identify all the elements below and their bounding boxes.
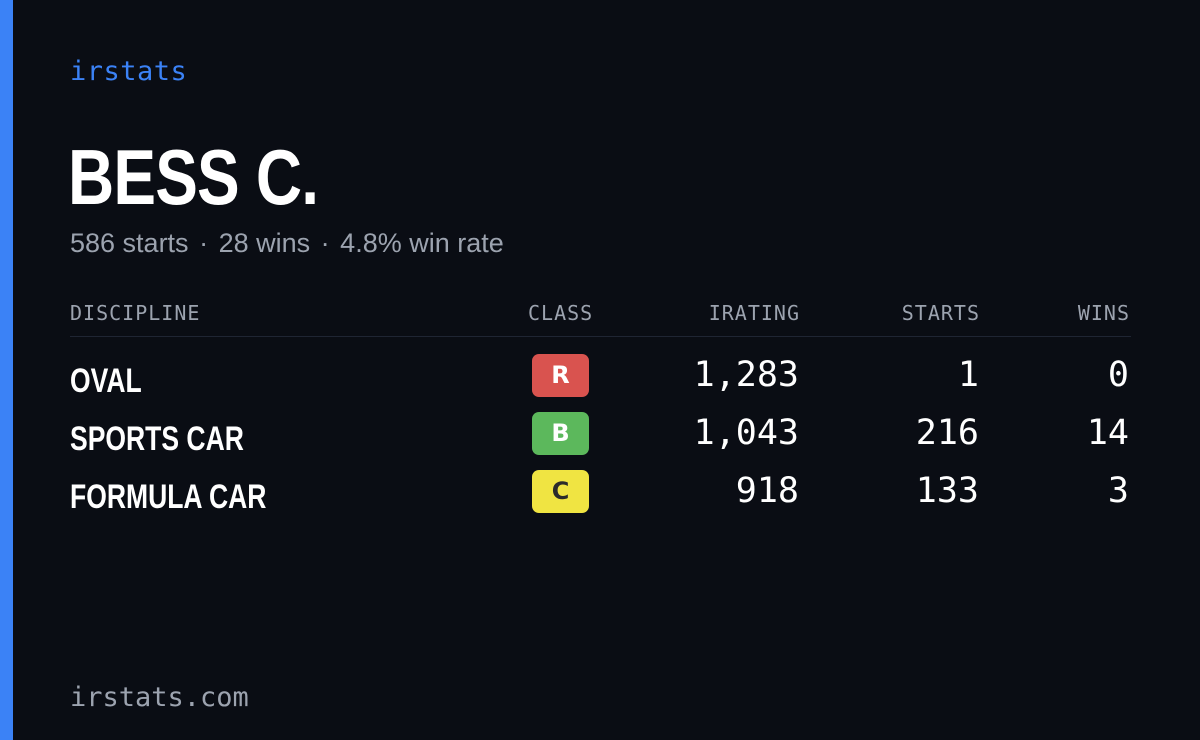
class-badge: R [532,354,589,397]
discipline-label: FORMULA CAR [70,478,267,516]
footer-url[interactable]: irstats.com [70,682,249,713]
starts-count: 586 starts [70,228,189,258]
table-row: FORMULA CAR C 918 133 3 [70,470,1131,528]
wins-value: 0 [1107,355,1129,395]
wins-count: 28 wins [218,228,311,258]
discipline-label: SPORTS CAR [70,420,244,458]
irating-value: 918 [735,471,799,511]
class-badge: B [532,412,589,455]
separator: · [320,228,330,258]
starts-value: 216 [915,413,979,453]
brand-logo: irstats [70,56,188,87]
irating-value: 1,283 [693,355,799,395]
separator: · [199,228,209,258]
win-rate: 4.8% win rate [340,228,504,258]
table-row: OVAL R 1,283 1 0 [70,354,1131,412]
starts-value: 1 [957,355,979,395]
header-class: CLASS [528,301,594,325]
header-discipline: DISCIPLINE [70,301,201,325]
wins-value: 14 [1086,413,1129,453]
player-summary: 586 starts · 28 wins · 4.8% win rate [70,228,504,259]
header-irating: IRATING [708,301,800,325]
wins-value: 3 [1107,471,1129,511]
header-starts: STARTS [901,301,980,325]
starts-value: 133 [915,471,979,511]
irating-value: 1,043 [693,413,799,453]
header-divider [70,336,1131,337]
header-wins: WINS [1077,301,1130,325]
table-row: SPORTS CAR B 1,043 216 14 [70,412,1131,470]
discipline-label: OVAL [70,362,142,400]
accent-bar [0,0,13,740]
player-name: BESS C. [68,133,319,221]
class-badge: C [532,470,589,513]
